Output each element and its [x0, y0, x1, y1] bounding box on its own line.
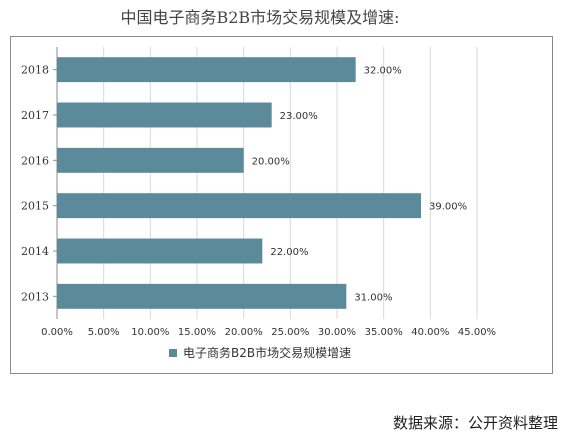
y-category-label: 2015 [21, 200, 49, 213]
data-label: 23.00% [280, 111, 318, 122]
bar-2015 [57, 193, 421, 219]
bar-chart: 0.00% 5.00% 10.00% 15.00% 20.00% 25.00% 30.00%… [21, 47, 496, 360]
bar-2013 [57, 283, 347, 309]
bar-2016 [57, 147, 244, 173]
y-category-label: 2017 [21, 109, 49, 122]
x-tick-label: 20.00% [225, 327, 263, 338]
y-category-label: 2018 [21, 64, 49, 77]
chart-frame: 0.00% 5.00% 10.00% 15.00% 20.00% 25.00% 30.00%… [10, 36, 553, 374]
x-tick-label: 15.00% [178, 327, 216, 338]
legend-label: 电子商务B2B市场交易规模增速 [183, 345, 351, 360]
y-category-label: 2016 [21, 154, 49, 167]
x-tick-label: 45.00% [458, 327, 496, 338]
data-label: 22.00% [270, 247, 308, 258]
x-tick-label: 25.00% [271, 327, 309, 338]
data-source-note: 数据来源：公开资料整理 [392, 414, 558, 432]
x-tick-label: 0.00% [41, 327, 73, 338]
chart-title: 中国电子商务B2B市场交易规模及增速: [120, 8, 400, 27]
data-label: 31.00% [354, 292, 392, 303]
x-tick-label: 5.00% [88, 327, 120, 338]
y-category-label: 2013 [21, 290, 49, 303]
data-label: 20.00% [252, 156, 290, 167]
bar-2017 [57, 102, 272, 128]
y-category-label: 2014 [21, 245, 49, 258]
bar-2014 [57, 238, 263, 264]
x-tick-label: 10.00% [131, 327, 169, 338]
legend-swatch [169, 349, 177, 357]
x-tick-label: 40.00% [411, 327, 449, 338]
x-tick-label: 35.00% [365, 327, 403, 338]
data-label: 32.00% [364, 66, 402, 77]
data-label: 39.00% [429, 202, 467, 213]
bar-2018 [57, 57, 356, 83]
x-tick-label: 30.00% [318, 327, 356, 338]
